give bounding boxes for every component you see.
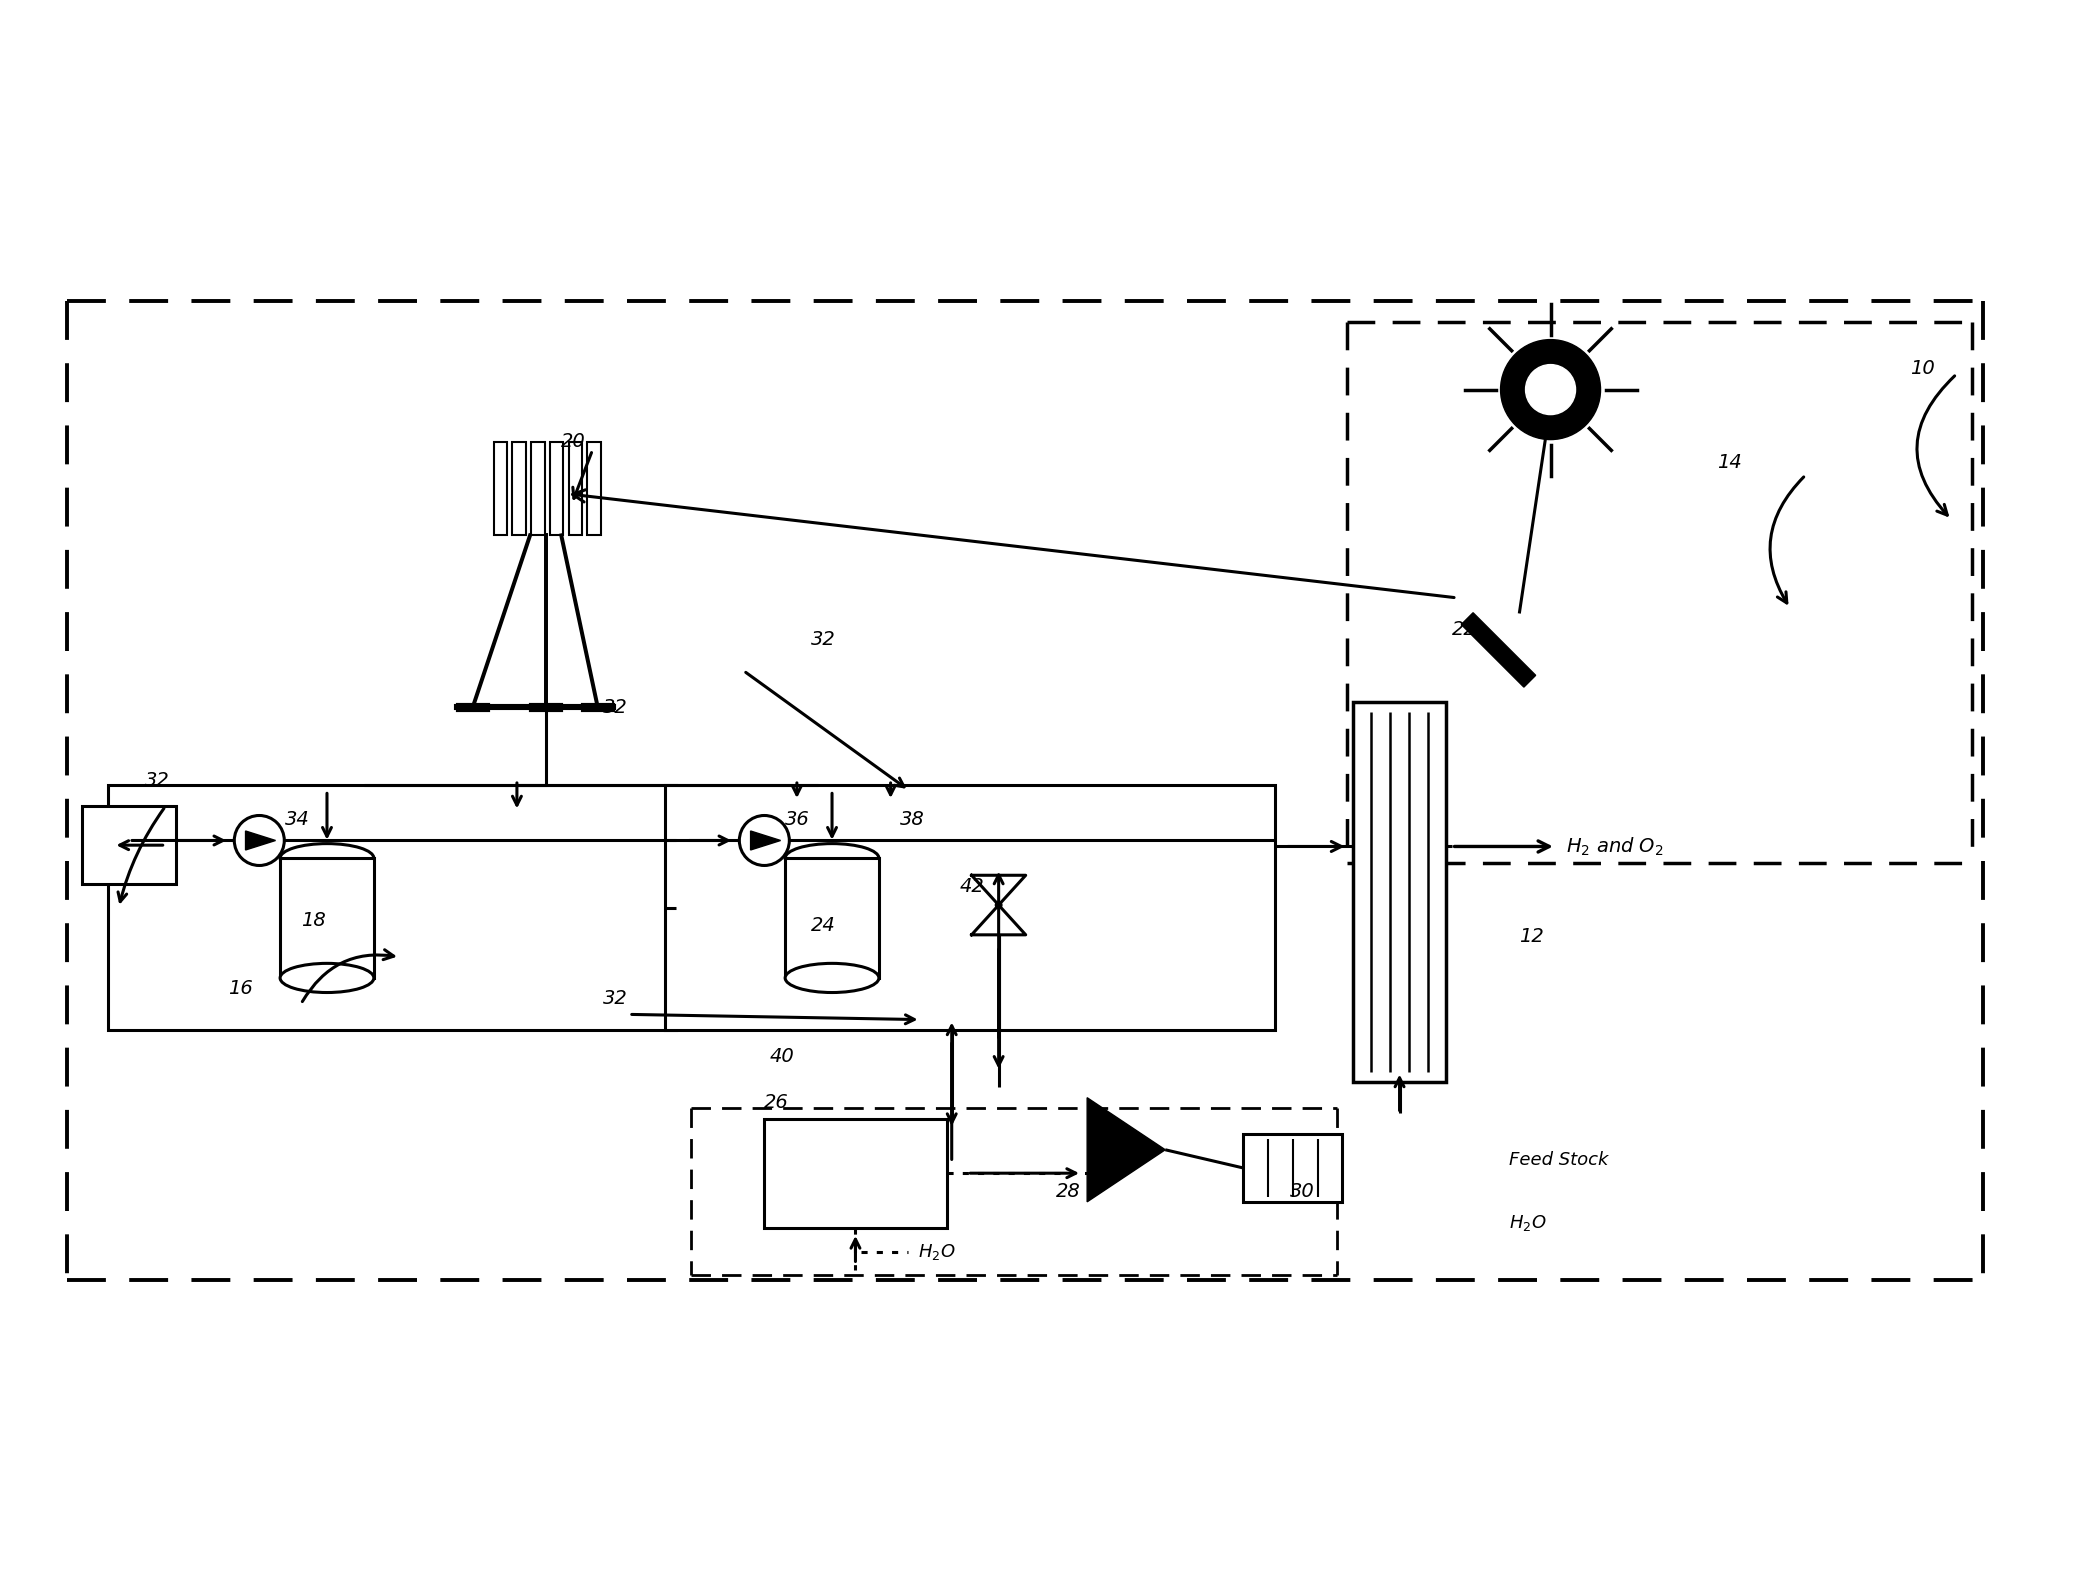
Circle shape xyxy=(1526,365,1575,414)
Text: $H_2O$: $H_2O$ xyxy=(1510,1213,1547,1233)
Text: 10: 10 xyxy=(1909,359,1934,378)
Bar xyxy=(512,441,525,536)
Text: 34: 34 xyxy=(284,809,309,828)
FancyBboxPatch shape xyxy=(280,858,374,979)
Ellipse shape xyxy=(784,963,878,993)
Bar xyxy=(569,441,581,536)
Ellipse shape xyxy=(280,844,374,873)
Ellipse shape xyxy=(784,844,878,873)
Text: 32: 32 xyxy=(602,990,627,1009)
Text: $H_2O$: $H_2O$ xyxy=(918,1241,956,1262)
Text: 32: 32 xyxy=(602,697,627,716)
Text: $H_2$ and $O_2$: $H_2$ and $O_2$ xyxy=(1566,835,1664,857)
Text: 22: 22 xyxy=(1451,620,1476,639)
Circle shape xyxy=(1501,340,1600,440)
Text: 30: 30 xyxy=(1290,1183,1315,1202)
Text: 36: 36 xyxy=(784,809,809,828)
Text: 14: 14 xyxy=(1717,454,1742,473)
Text: 20: 20 xyxy=(560,432,585,451)
FancyBboxPatch shape xyxy=(1353,702,1447,1081)
Text: 12: 12 xyxy=(1520,926,1543,945)
Text: 32: 32 xyxy=(811,629,836,650)
Bar xyxy=(550,441,562,536)
Ellipse shape xyxy=(280,963,374,993)
Text: 28: 28 xyxy=(1056,1183,1081,1202)
Text: 16: 16 xyxy=(228,979,253,998)
Polygon shape xyxy=(1087,1097,1165,1202)
Bar xyxy=(531,441,544,536)
Text: 18: 18 xyxy=(301,911,326,930)
Polygon shape xyxy=(972,904,1027,934)
FancyBboxPatch shape xyxy=(82,806,176,884)
Text: 38: 38 xyxy=(899,809,924,828)
FancyBboxPatch shape xyxy=(765,1118,947,1228)
FancyBboxPatch shape xyxy=(784,858,878,979)
Bar xyxy=(493,441,508,536)
Text: Feed Stock: Feed Stock xyxy=(1510,1151,1608,1170)
FancyBboxPatch shape xyxy=(109,786,675,1029)
Text: 24: 24 xyxy=(811,917,836,936)
Bar xyxy=(588,441,600,536)
Text: 32: 32 xyxy=(144,770,169,789)
Text: 42: 42 xyxy=(960,877,985,896)
FancyBboxPatch shape xyxy=(665,786,1276,1029)
Circle shape xyxy=(995,901,1002,909)
Text: 26: 26 xyxy=(765,1094,788,1113)
Polygon shape xyxy=(1462,613,1535,688)
FancyBboxPatch shape xyxy=(1244,1134,1342,1202)
Polygon shape xyxy=(751,832,780,851)
Polygon shape xyxy=(972,876,1027,904)
Polygon shape xyxy=(245,832,276,851)
Text: 40: 40 xyxy=(769,1047,795,1066)
